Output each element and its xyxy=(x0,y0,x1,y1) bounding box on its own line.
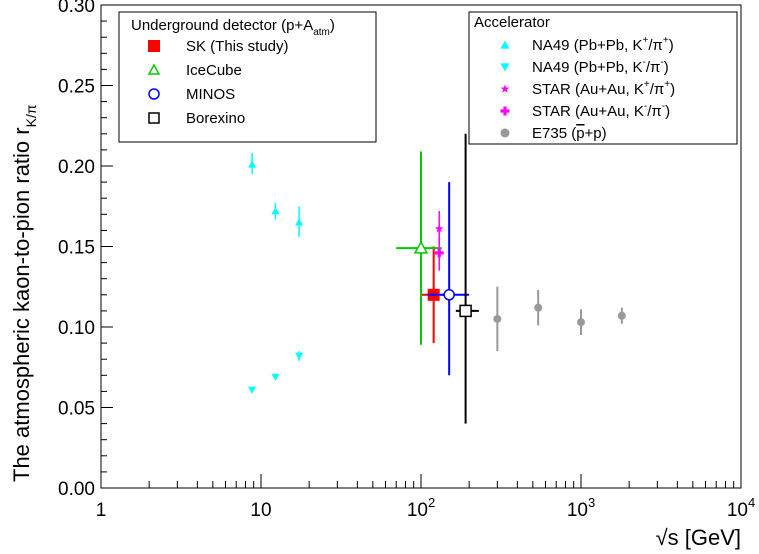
legend-item-na49-plus: NA49 (Pb+Pb, K+/π+) xyxy=(500,35,674,54)
data-point xyxy=(271,203,280,220)
legend-label-overline: p xyxy=(576,125,584,142)
legend-title: Underground detector (p+Aatm) xyxy=(131,17,335,38)
marker-triangle-down-filled xyxy=(295,352,304,360)
x-axis-label: √s [GeV] xyxy=(656,525,741,550)
legend-label: NA49 (Pb+Pb, K-/π-) xyxy=(532,57,669,76)
y-tick-label: 0.25 xyxy=(58,77,95,98)
legend-label-superscript: + xyxy=(644,79,650,90)
legend-item-borexino: Borexino xyxy=(148,110,245,127)
legend-label: STAR (Au+Au, K+/π+) xyxy=(532,79,675,98)
legend-marker-star xyxy=(500,84,510,93)
legend-item-icecube: IceCube xyxy=(147,62,242,79)
series-na49-minus xyxy=(248,351,304,394)
x-tick-label: 10 xyxy=(250,500,271,521)
legend-item-star-plus: STAR (Au+Au, K+/π+) xyxy=(500,79,675,98)
marker-cross xyxy=(434,248,444,258)
y-axis-label-subscript: K/π xyxy=(23,104,39,127)
marker-star xyxy=(434,224,444,233)
data-point xyxy=(271,373,280,381)
marker-circle-filled xyxy=(577,318,585,327)
y-axis-label: The atmospheric kaon-to-pion ratio rK/π xyxy=(9,104,39,482)
y-tick-label: 0.00 xyxy=(58,479,95,500)
marker-triangle-down-filled xyxy=(271,373,280,381)
marker-square-open xyxy=(459,304,472,318)
data-point xyxy=(396,151,442,345)
series-icecube xyxy=(396,151,442,345)
series-borexino xyxy=(455,133,479,424)
x-tick-label: 103 xyxy=(567,495,595,521)
legend-label: SK (This study) xyxy=(186,38,289,55)
x-tick-label: 102 xyxy=(407,495,435,521)
legend-item-star-minus: STAR (Au+Au, K-/π-) xyxy=(500,101,670,120)
legend-label: MINOS xyxy=(186,86,235,103)
data-point xyxy=(434,235,444,271)
data-point xyxy=(295,351,304,361)
series-star-minus xyxy=(434,235,444,271)
legend-title: Accelerator xyxy=(474,14,550,31)
legend-item-e735: E735 (p+p) xyxy=(500,125,607,142)
legend-accelerator: Accelerator NA49 (Pb+Pb, K+/π+) NA49 (Pb+P… xyxy=(468,11,738,145)
legend-label-superscript: + xyxy=(642,35,648,46)
legend-label-superscript: + xyxy=(663,35,669,46)
marker-circle-open xyxy=(443,289,455,301)
legend-marker-triangle-down-filled xyxy=(500,63,510,72)
series-e735 xyxy=(493,286,626,352)
legend-marker-circle-open xyxy=(148,88,160,100)
legend-marker-square-open xyxy=(148,112,160,124)
y-tick-label: 0.30 xyxy=(58,0,95,17)
y-tick-label: 0.20 xyxy=(58,157,95,178)
data-point xyxy=(248,153,257,175)
legends: Underground detector (p+Aatm)SK (This st… xyxy=(118,11,738,145)
data-point xyxy=(493,286,502,352)
legend-marker-square-filled xyxy=(148,40,160,52)
marker-triangle-open xyxy=(413,240,429,254)
legend-label-superscript: - xyxy=(662,101,665,112)
legend-box xyxy=(118,11,377,143)
legend-title-subscript: atm xyxy=(313,27,330,38)
axes: 0.00 0.05 0.10 0.15 0.20 0.25 0.30 1 10 102 103 104… xyxy=(9,0,755,550)
y-tick-label: 0.15 xyxy=(58,238,95,259)
marker-triangle-up-filled xyxy=(271,207,280,215)
legend-item-sk: SK (This study) xyxy=(148,38,289,55)
series-minos xyxy=(427,182,470,376)
data-marks xyxy=(248,133,626,424)
legend-label-superscript: - xyxy=(642,57,645,68)
marker-circle-filled xyxy=(493,314,502,323)
legend-marker-triangle-open xyxy=(147,63,161,75)
x-tick-label: 104 xyxy=(727,495,755,521)
y-tick-label: 0.10 xyxy=(58,318,95,339)
data-point xyxy=(534,289,543,326)
legend-label: NA49 (Pb+Pb, K+/π+) xyxy=(532,35,674,54)
legend-item-na49-minus: NA49 (Pb+Pb, K-/π-) xyxy=(500,57,669,76)
series-na49-plus xyxy=(248,153,304,237)
legend-label: Borexino xyxy=(186,110,245,127)
y-tick-label: 0.05 xyxy=(58,399,95,420)
legend-label-superscript: + xyxy=(664,79,670,90)
legend-box xyxy=(468,11,738,145)
legend-item-minos: MINOS xyxy=(148,86,235,103)
legend-label-superscript: - xyxy=(660,57,663,68)
marker-circle-filled xyxy=(617,311,626,320)
data-point xyxy=(617,307,626,324)
legend-marker-circle-filled xyxy=(500,128,510,138)
legend-marker-cross xyxy=(500,106,510,116)
marker-triangle-up-filled xyxy=(248,160,257,168)
marker-circle-filled xyxy=(534,303,543,312)
legend-label: IceCube xyxy=(186,62,242,79)
legend-label-superscript: - xyxy=(644,101,647,112)
legend-label: E735 (p+p) xyxy=(532,125,607,142)
x-tick-label: 1 xyxy=(96,500,107,521)
legend-marker-triangle-up-filled xyxy=(500,40,510,49)
marker-triangle-down-filled xyxy=(248,386,257,394)
legend-label: STAR (Au+Au, K-/π-) xyxy=(532,101,670,120)
data-point xyxy=(427,182,470,376)
legend-underground: Underground detector (p+Aatm)SK (This st… xyxy=(118,11,377,143)
data-point xyxy=(295,206,304,237)
data-point xyxy=(248,386,257,394)
data-point xyxy=(455,133,479,424)
data-point xyxy=(577,309,585,336)
marker-triangle-up-filled xyxy=(295,218,304,226)
